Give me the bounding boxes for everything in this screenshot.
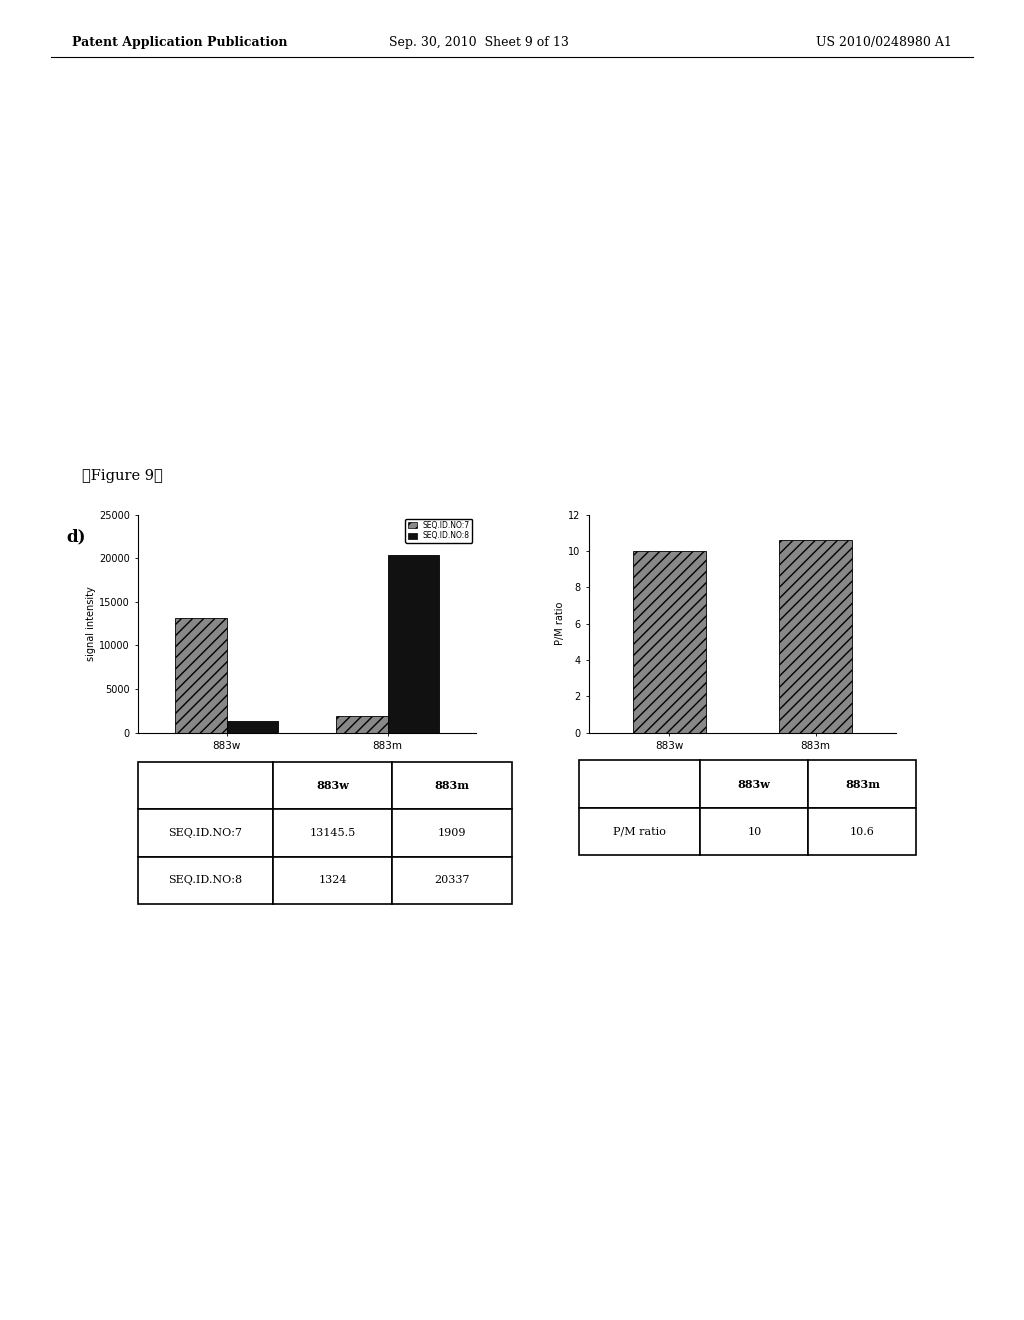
Bar <box>392 857 512 904</box>
Y-axis label: signal intensity: signal intensity <box>86 586 96 661</box>
Text: 1324: 1324 <box>318 875 347 886</box>
Text: 883w: 883w <box>316 780 349 791</box>
Bar <box>579 760 700 808</box>
Y-axis label: P/M ratio: P/M ratio <box>555 602 565 645</box>
Text: 883w: 883w <box>738 779 771 789</box>
Bar <box>779 540 852 733</box>
Bar <box>272 809 392 857</box>
Bar <box>579 808 700 855</box>
Bar <box>336 715 388 733</box>
Legend: SEQ.ID.NO:7, SEQ.ID.NO:8: SEQ.ID.NO:7, SEQ.ID.NO:8 <box>406 519 472 543</box>
Bar <box>138 762 272 809</box>
Text: d): d) <box>67 528 86 545</box>
Bar <box>633 552 706 733</box>
Bar <box>272 762 392 809</box>
Text: 883m: 883m <box>435 780 470 791</box>
Bar <box>392 809 512 857</box>
Bar <box>808 760 916 808</box>
Bar <box>388 556 439 733</box>
Text: US 2010/0248980 A1: US 2010/0248980 A1 <box>816 36 952 49</box>
Bar <box>808 808 916 855</box>
Bar <box>138 857 272 904</box>
Bar <box>138 809 272 857</box>
Text: 883m: 883m <box>845 779 880 789</box>
Text: 10.6: 10.6 <box>850 826 874 837</box>
Bar <box>392 762 512 809</box>
Text: 20337: 20337 <box>434 875 470 886</box>
Text: 《Figure 9》: 《Figure 9》 <box>82 469 163 483</box>
Text: 10: 10 <box>748 826 762 837</box>
Bar <box>226 721 279 733</box>
Bar <box>700 760 808 808</box>
Text: SEQ.ID.NO:8: SEQ.ID.NO:8 <box>169 875 243 886</box>
Text: Patent Application Publication: Patent Application Publication <box>72 36 287 49</box>
Text: 1909: 1909 <box>438 828 467 838</box>
Text: Sep. 30, 2010  Sheet 9 of 13: Sep. 30, 2010 Sheet 9 of 13 <box>389 36 569 49</box>
Text: P/M ratio: P/M ratio <box>613 826 666 837</box>
Bar <box>700 808 808 855</box>
Bar <box>175 618 226 733</box>
Text: SEQ.ID.NO:7: SEQ.ID.NO:7 <box>169 828 243 838</box>
Bar <box>272 857 392 904</box>
Text: 13145.5: 13145.5 <box>309 828 355 838</box>
